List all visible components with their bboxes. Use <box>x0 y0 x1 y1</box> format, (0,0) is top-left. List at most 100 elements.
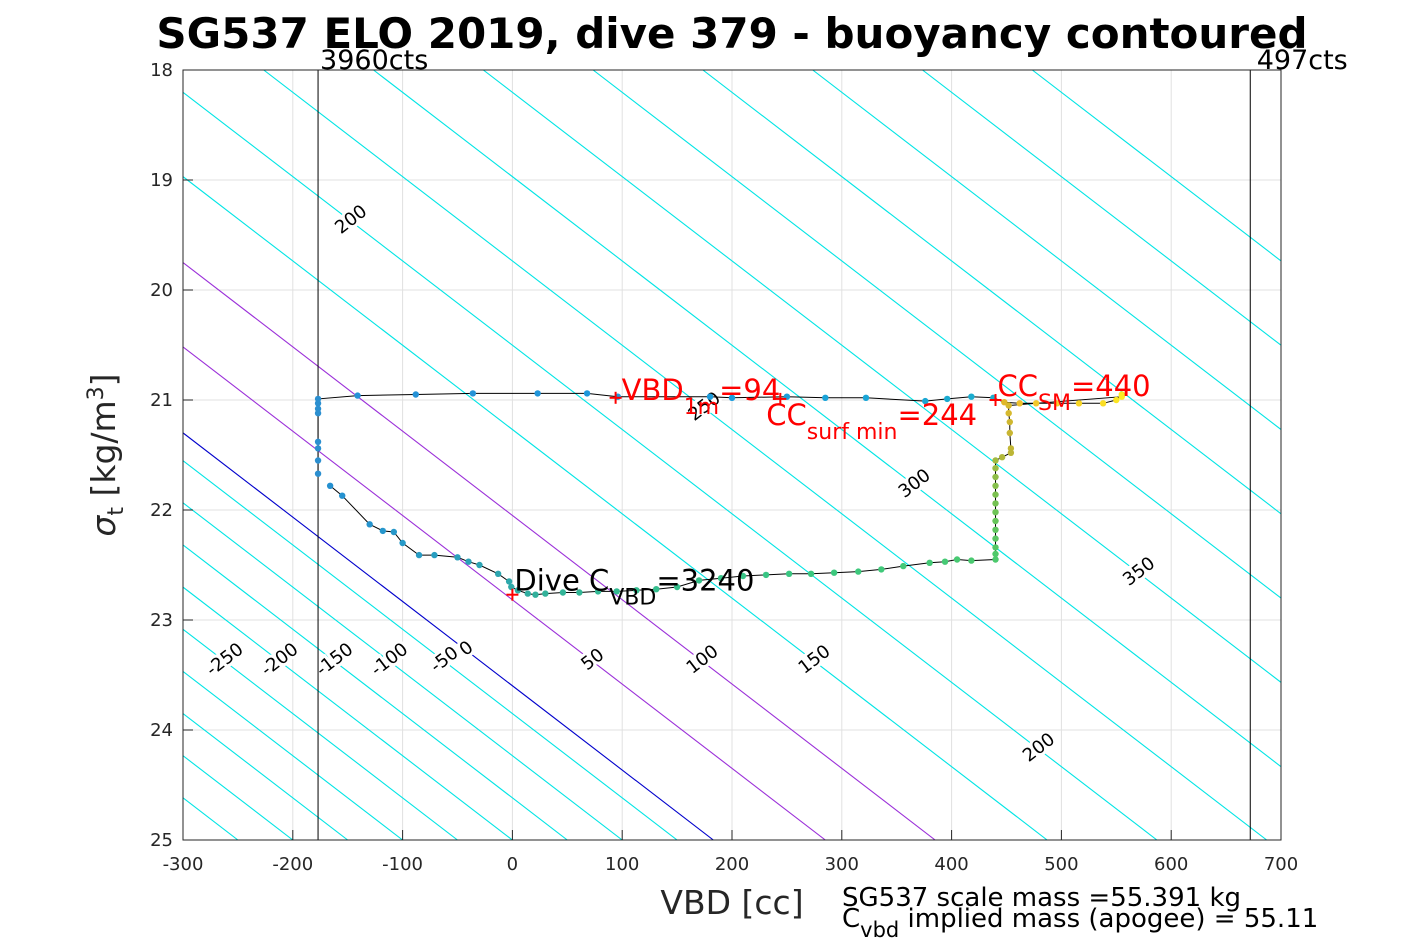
data-point <box>1001 399 1008 406</box>
data-point <box>1075 400 1083 407</box>
data-point <box>524 590 531 597</box>
data-point <box>992 550 999 558</box>
data-point <box>992 465 999 472</box>
vbd-limit-label: 3960cts <box>320 45 428 76</box>
x-tick-label: -200 <box>272 854 313 875</box>
annotation-value: =3240 <box>656 564 754 598</box>
data-point <box>465 558 472 565</box>
data-point <box>992 544 999 551</box>
data-point <box>728 394 736 401</box>
data-point <box>1016 400 1023 407</box>
x-axis-ticks: -300 -200 -100 0 100 200 300 400 500 600 700 <box>163 830 1298 875</box>
data-point <box>476 561 483 569</box>
x-tick-label: 200 <box>715 854 749 875</box>
y-axis-label: σt [kg/m3] <box>84 373 129 536</box>
data-point <box>366 521 373 528</box>
data-point <box>1118 393 1125 400</box>
data-point <box>992 473 999 481</box>
y-tick-label: 21 <box>150 390 173 411</box>
data-point <box>583 390 591 397</box>
data-point <box>576 589 583 596</box>
data-point <box>314 410 322 417</box>
annotation-sub: VBD <box>609 586 656 611</box>
data-point <box>968 393 975 400</box>
data-point <box>379 527 387 535</box>
data-point <box>739 572 747 580</box>
contour-line <box>183 432 714 840</box>
annotation-vbd1m: VBD1m=94 <box>622 373 781 420</box>
data-point <box>992 500 999 507</box>
y-tick-label: 25 <box>150 830 173 851</box>
annotation-value: =440 <box>1071 369 1151 403</box>
contour-line <box>183 628 458 840</box>
contour-line <box>373 70 1281 768</box>
data-points <box>314 390 1125 598</box>
data-point <box>314 395 322 403</box>
y-tick-label: 23 <box>150 610 173 631</box>
data-point <box>992 457 999 464</box>
data-point <box>706 393 714 400</box>
data-point <box>415 551 423 559</box>
footer-scale-mass: SG537 scale mass =55.391 kg <box>842 883 1241 913</box>
contour-line <box>482 70 1281 684</box>
data-point <box>454 554 461 561</box>
data-point <box>412 391 419 398</box>
annotation-divec: Dive CVBD=3240 <box>514 564 754 611</box>
annotation-sub: SM <box>1038 391 1071 416</box>
annotation-base: Dive C <box>514 564 609 598</box>
data-point <box>594 588 602 595</box>
x-tick-label: 300 <box>825 854 859 875</box>
data-point <box>830 569 838 576</box>
data-point <box>953 556 961 563</box>
data-point <box>559 589 567 596</box>
y-axis-ticks: 18 19 20 21 22 23 24 25 <box>150 60 193 851</box>
data-point <box>505 578 513 585</box>
data-point <box>339 492 346 499</box>
footer-c: C <box>842 904 860 934</box>
data-point <box>431 551 438 559</box>
data-point <box>314 470 322 477</box>
y-tick-label: 20 <box>150 280 173 301</box>
data-point <box>878 566 885 573</box>
contour-line <box>183 175 1048 840</box>
x-tick-label: 100 <box>605 854 639 875</box>
data-point <box>508 583 515 591</box>
data-point <box>855 568 862 575</box>
data-point <box>1007 449 1015 456</box>
y-label-sigma: σ <box>84 515 123 537</box>
data-point <box>992 509 999 516</box>
data-point <box>390 528 398 536</box>
data-point <box>542 590 549 597</box>
data-point <box>822 394 829 401</box>
y-label-sub: t <box>104 507 129 516</box>
annotation-value: =244 <box>897 398 977 432</box>
data-point <box>514 587 522 594</box>
x-tick-label: -100 <box>382 854 423 875</box>
data-point <box>314 457 322 464</box>
contour-line <box>1031 70 1281 262</box>
data-point <box>1007 445 1015 452</box>
data-point <box>900 562 907 570</box>
annotation-sub: surf min <box>807 420 898 445</box>
contour-line <box>183 755 294 840</box>
contour-line <box>702 70 1281 515</box>
annotation-sub: 1m <box>684 395 719 420</box>
y-tick-label: 24 <box>150 720 173 741</box>
y-label-unit-post: ] <box>84 373 123 386</box>
footer-implied-text: implied mass (apogee) = 55.11 <box>899 904 1318 934</box>
annotation-base: CC <box>998 369 1039 403</box>
data-point <box>1006 418 1013 426</box>
data-point <box>762 571 770 579</box>
data-point <box>314 445 322 452</box>
data-point <box>399 539 406 547</box>
data-point <box>992 535 999 542</box>
data-point <box>992 491 999 498</box>
annotation-ccsurf: CCsurf min=244 <box>766 398 977 445</box>
data-point <box>314 438 322 445</box>
contour-line <box>183 261 936 840</box>
data-point <box>469 390 477 397</box>
data-point <box>494 570 502 577</box>
data-point <box>992 556 999 563</box>
data-point <box>926 559 933 566</box>
